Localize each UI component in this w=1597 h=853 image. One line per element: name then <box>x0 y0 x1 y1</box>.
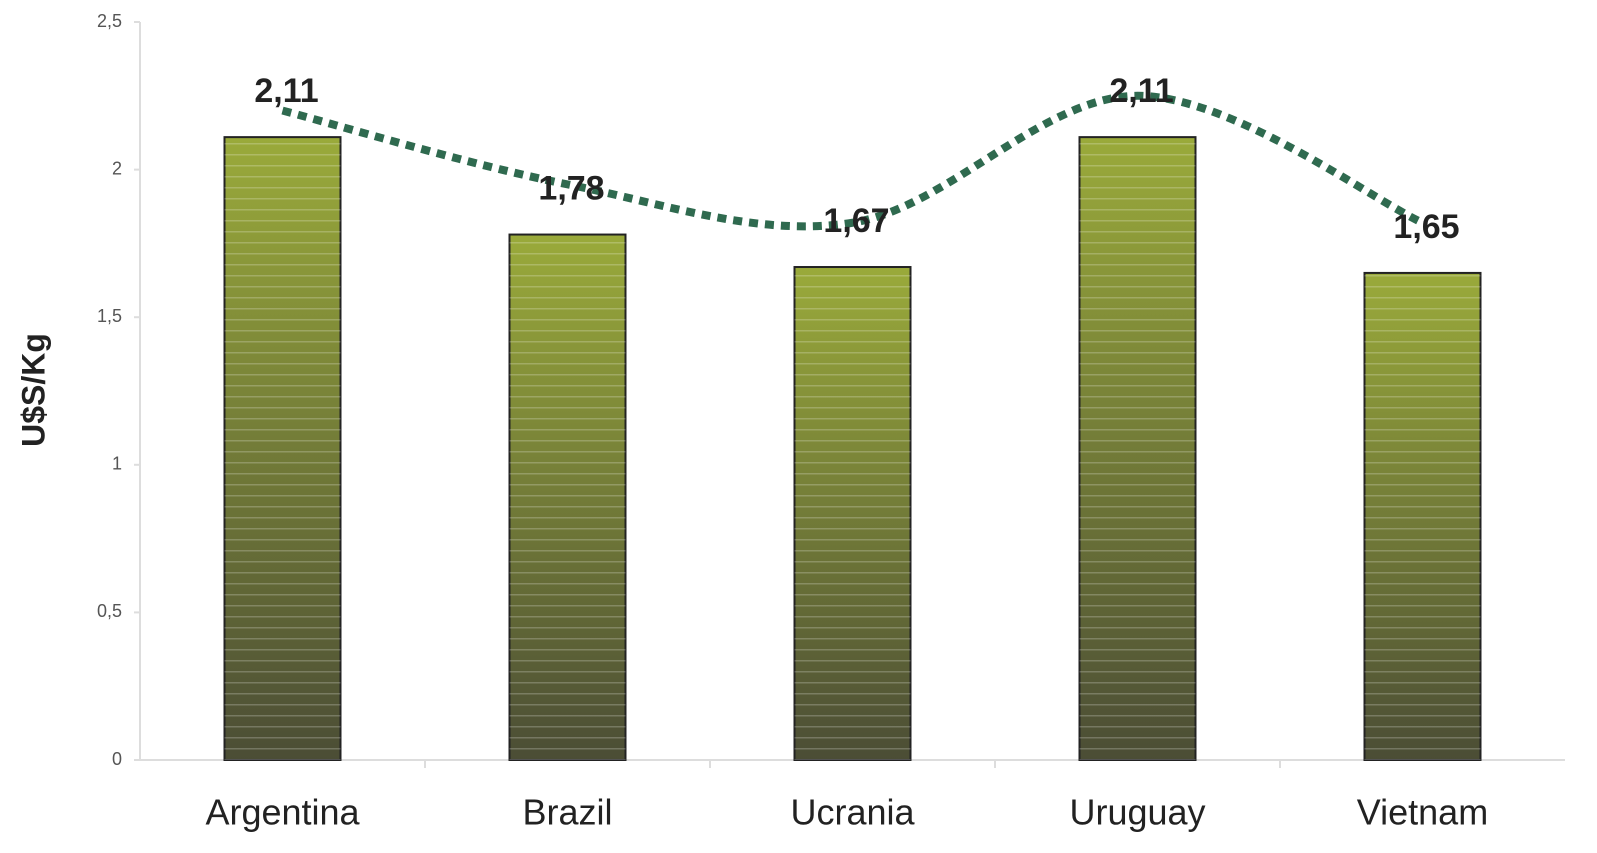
bar-texture <box>1079 137 1196 761</box>
trend-line <box>281 91 1425 231</box>
x-tick-label: Uruguay <box>1069 792 1205 833</box>
x-tick-label: Brazil <box>522 792 612 833</box>
y-tick-label: 2,5 <box>97 11 122 31</box>
value-label: 2,11 <box>254 72 318 110</box>
bar-texture <box>1364 272 1481 760</box>
x-tick-label: Argentina <box>205 792 360 833</box>
bar-texture <box>794 267 911 760</box>
x-tick-label: Ucrania <box>790 792 915 833</box>
y-tick-label: 1,5 <box>97 306 122 326</box>
value-label: 1,65 <box>1393 208 1459 246</box>
y-tick-label: 0,5 <box>97 601 122 621</box>
value-label: 1,67 <box>823 202 889 240</box>
bar-texture <box>509 234 626 760</box>
bar-texture <box>224 137 341 761</box>
y-axis-label: U$S/Kg <box>15 333 51 447</box>
x-tick-label: Vietnam <box>1357 792 1488 833</box>
value-label: 2,11 <box>1109 72 1173 110</box>
y-tick-label: 2 <box>112 158 122 178</box>
y-tick-label: 0 <box>112 749 122 769</box>
y-tick-label: 1 <box>112 454 122 474</box>
value-label: 1,78 <box>538 170 604 208</box>
